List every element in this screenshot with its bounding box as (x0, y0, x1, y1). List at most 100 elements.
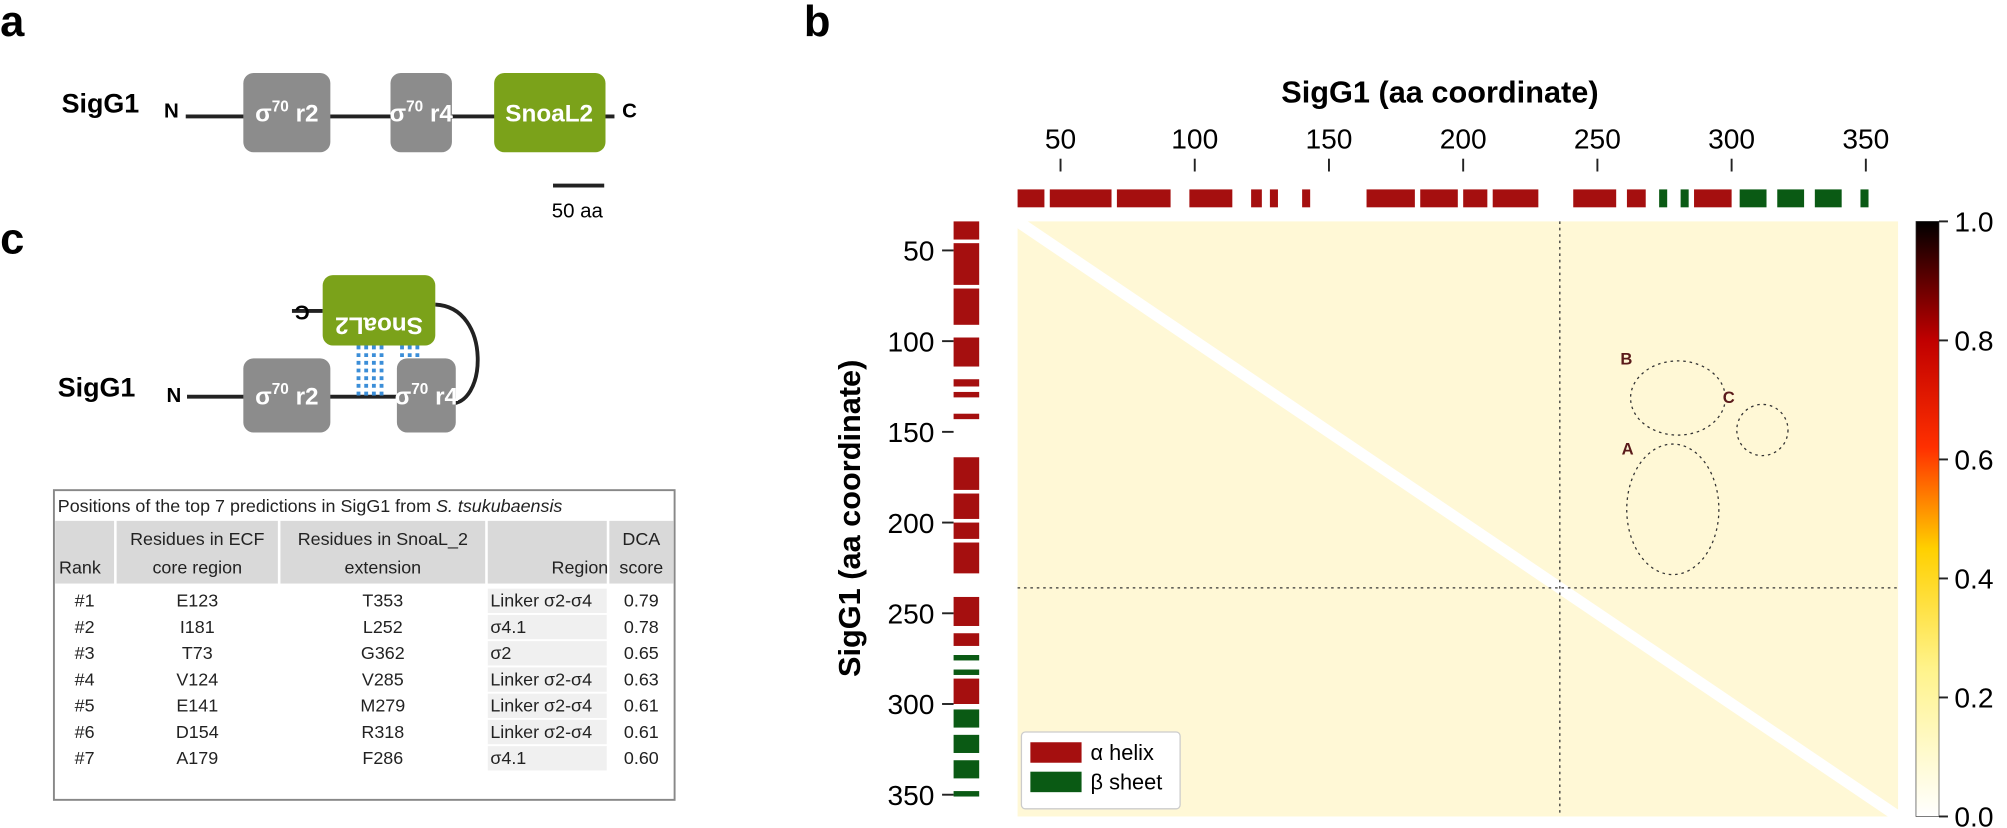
structure-segment (1814, 189, 1842, 208)
structure-segment (1463, 189, 1488, 208)
header-text: score (619, 557, 663, 577)
table-cell: 0.61 (624, 696, 659, 716)
x-tick-label: 150 (1305, 123, 1352, 154)
structure-segment (1694, 189, 1732, 208)
annotation-region (1629, 360, 1726, 436)
panel-label: c (0, 215, 24, 263)
structure-segment (1739, 189, 1767, 208)
table: Positions of the top 7 predictions in Si… (52, 489, 676, 801)
table-cell: T73 (182, 643, 213, 663)
domain-label: SnoaL2 (335, 311, 423, 338)
x-tick-label: 250 (1574, 123, 1621, 154)
panel-c: SigG1 N σ70 r2 σ70 r4 SnoaL2 C (58, 275, 480, 433)
table-cell: 0.78 (624, 617, 659, 637)
table-cell: 0.61 (624, 722, 659, 742)
header-cell (55, 520, 115, 584)
table-cell: L252 (363, 617, 403, 637)
structure-segment (953, 288, 980, 325)
domain (243, 358, 331, 433)
table-cell: 0.65 (624, 643, 659, 663)
domain-label: σ70 r4 (395, 381, 459, 410)
legend-swatch (1030, 771, 1082, 793)
header-cell (280, 520, 486, 584)
structure-segment (953, 337, 980, 367)
structure-segment (1492, 189, 1539, 208)
structure-segment (953, 791, 980, 797)
structure-segment (953, 734, 980, 753)
table-cell: #7 (75, 748, 95, 768)
structure-segment (953, 633, 980, 646)
colorbar-tick-label: 0.6 (1954, 445, 1993, 476)
annotation-region (1626, 443, 1720, 576)
structure-segment (1269, 189, 1278, 208)
structure-segment (1189, 189, 1233, 208)
colorbar-tick-label: 0.4 (1954, 564, 1993, 595)
header-text: Residues in ECF (130, 529, 264, 549)
table-cell: A179 (176, 748, 218, 768)
x-tick-label: 50 (1045, 123, 1076, 154)
header-text: extension (344, 557, 421, 577)
domain-label: σ70 r4 (390, 98, 454, 127)
header-cell (116, 520, 278, 584)
header-text: Region (552, 557, 609, 577)
scale-label: 50 aa (552, 200, 604, 223)
table-cell: #1 (75, 591, 95, 611)
colorbar-tick-label: 1.0 (1954, 207, 1993, 238)
header-cell (487, 520, 607, 584)
colorbar-tick-label: 0.8 (1954, 326, 1993, 357)
region-cell (487, 746, 607, 771)
panel-label: a (0, 0, 25, 46)
linker (435, 302, 480, 406)
structure-segment (1302, 189, 1311, 208)
structure-segment (1017, 189, 1045, 208)
structure-segment (1659, 189, 1668, 208)
legend-label: β sheet (1091, 770, 1163, 795)
header-cell (609, 520, 674, 584)
region-cell (487, 614, 607, 640)
x-tick-label: 300 (1708, 123, 1755, 154)
heatmap: A B C SigG1 (aa coordinate) SigG1 (aa co… (832, 74, 1993, 828)
structure-segment (953, 243, 980, 285)
protein-name: SigG1 (58, 373, 136, 403)
table-cell: σ4.1 (490, 617, 526, 637)
structure-segment (1366, 189, 1415, 208)
c-term: C (622, 100, 637, 123)
structure-segment (953, 760, 980, 779)
structure-segment (953, 493, 980, 519)
legend-swatch (1030, 742, 1082, 763)
y-tick-label: 100 (887, 326, 934, 357)
structure-segment (1680, 189, 1689, 208)
title-text: Positions of the top 7 predictions in Si… (58, 496, 436, 516)
y-tick-label: 200 (887, 508, 934, 539)
domain-label: σ70 r2 (255, 381, 318, 410)
table-cell: Linker σ2-σ4 (490, 696, 592, 716)
c-term: C (295, 301, 310, 324)
structure-segment (1777, 189, 1805, 208)
table-cell: Linker σ2-σ4 (490, 669, 592, 689)
table-cell: #6 (75, 722, 95, 742)
region-cell (487, 667, 607, 692)
title-italic: S. tsukubaensis (436, 496, 562, 516)
structure-segment (953, 542, 980, 574)
domain (396, 358, 456, 433)
table-cell: 0.79 (624, 591, 659, 611)
table-cell: σ2 (490, 643, 511, 663)
structure-segment (953, 391, 980, 398)
table-cell: Linker σ2-σ4 (490, 722, 592, 742)
annotation-label: C (1723, 388, 1735, 407)
y-tick-label: 350 (887, 780, 934, 811)
domain-label: SnoaL2 (505, 101, 593, 128)
table-cell: 0.63 (624, 669, 659, 689)
region-cell (487, 693, 607, 718)
header-text: DCA (622, 529, 660, 549)
structure-segment (1420, 189, 1458, 208)
header-text: Rank (59, 557, 101, 577)
domain (243, 72, 331, 153)
colorbar-tick-label: 0.0 (1954, 802, 1993, 828)
region-cell (487, 719, 607, 745)
domain (322, 275, 436, 346)
structure-segment (1116, 189, 1171, 208)
y-tick-label: 50 (903, 236, 934, 267)
x-tick-label: 100 (1171, 123, 1218, 154)
